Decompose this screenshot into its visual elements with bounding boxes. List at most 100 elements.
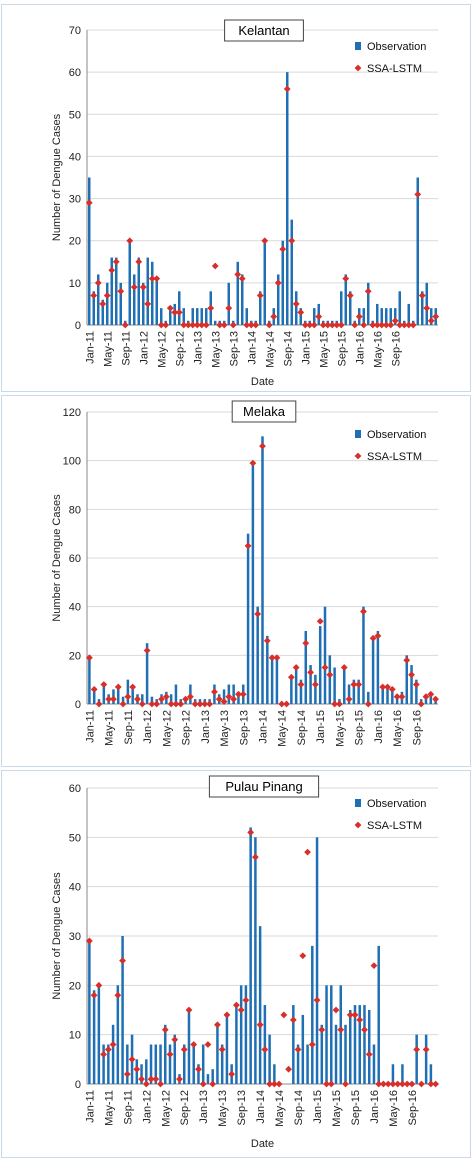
- observation-bar: [273, 1064, 276, 1084]
- observation-bar: [377, 945, 380, 1084]
- ssa-lstm-marker: [399, 1080, 406, 1088]
- ssa-lstm-marker: [153, 275, 161, 283]
- observation-bar: [92, 990, 96, 1084]
- ssa-lstm-marker: [234, 271, 242, 278]
- x-tick-label: May-15: [318, 331, 330, 368]
- observation-bar: [290, 219, 293, 325]
- y-tick-label: 0: [75, 1079, 81, 1091]
- pulau-pinang-chart: 0 10 20 30 40 50 60 Jan-11 May-11 Sep-11 Jan-12 May…: [51, 775, 440, 1150]
- ssa-lstm-marker: [391, 317, 399, 325]
- observation-bar: [126, 1044, 129, 1084]
- y-tick-label: 60: [69, 67, 81, 79]
- observation-bar: [225, 1014, 229, 1084]
- ssa-lstm-marker: [285, 1065, 292, 1073]
- y-tick-label: 50: [69, 832, 81, 844]
- legend-ssa-lstm-label: SSA-LSTM: [367, 451, 422, 463]
- ssa-lstm-marker: [110, 695, 117, 703]
- chart-title: Melaka: [243, 404, 286, 419]
- ssa-lstm-marker: [186, 693, 194, 701]
- x-tick-label: Jan-12: [138, 331, 150, 365]
- chart-title-box: [224, 19, 304, 42]
- ssa-lstm-marker: [256, 292, 264, 299]
- observation-bar: [150, 696, 154, 704]
- observation-bar: [376, 303, 379, 325]
- observation-bar: [111, 1024, 115, 1084]
- observation-bar: [313, 308, 316, 325]
- ssa-lstm-marker: [384, 1080, 392, 1088]
- ssa-lstm-marker: [251, 853, 259, 861]
- ssa-lstm-marker: [229, 321, 237, 329]
- observation-bar: [102, 684, 106, 704]
- observation-bar: [160, 308, 163, 325]
- x-tick-label: Sep-15: [354, 710, 366, 745]
- observation-bar: [220, 1044, 224, 1084]
- y-tick-label: 50: [69, 109, 81, 121]
- ssa-lstm-marker: [289, 1016, 297, 1024]
- observation-bar: [102, 1044, 105, 1084]
- ssa-lstm-marker: [247, 829, 255, 836]
- ssa-lstm-marker: [117, 287, 125, 295]
- ssa-lstm-marker: [280, 1011, 288, 1019]
- observation-bar: [299, 308, 302, 325]
- observation-bar: [88, 940, 91, 1084]
- ssa-lstm-marker: [378, 321, 386, 329]
- observation-bar: [358, 1005, 361, 1084]
- observation-bar: [211, 1069, 214, 1084]
- observation-bar: [275, 655, 279, 704]
- observation-bar: [126, 679, 130, 704]
- observation-bar: [429, 1064, 433, 1084]
- ssa-lstm-marker: [393, 693, 401, 701]
- observation-bar: [258, 926, 262, 1084]
- ssa-lstm-marker: [119, 700, 127, 708]
- observation-bar: [256, 606, 259, 704]
- x-tick-label: May-11: [104, 710, 116, 746]
- ssa-lstm-marker: [375, 1080, 383, 1088]
- x-tick-label: May-16: [388, 1090, 400, 1127]
- y-tick-label: 10: [69, 278, 81, 290]
- observation-bar: [259, 291, 262, 325]
- observation-bar: [362, 308, 365, 325]
- observation-bar: [235, 1005, 238, 1084]
- observation-bar: [151, 261, 154, 325]
- legend-ssa-lstm-label: SSA-LSTM: [367, 820, 422, 832]
- observation-bar: [301, 1014, 305, 1084]
- ssa-lstm-marker: [427, 690, 435, 698]
- observation-bar: [268, 1034, 271, 1084]
- observation-bar: [216, 1024, 219, 1084]
- observation-bar: [88, 177, 91, 325]
- x-tick-label: Jan-12: [141, 1090, 153, 1124]
- ssa-lstm-marker: [328, 321, 336, 329]
- ssa-lstm-marker: [228, 1070, 236, 1078]
- x-tick-label: Sep-14: [296, 710, 308, 745]
- y-tick-label: 60: [69, 553, 81, 565]
- ssa-lstm-marker: [408, 1080, 416, 1088]
- ssa-lstm-marker: [346, 292, 354, 299]
- x-tick-label: May-15: [331, 1090, 343, 1127]
- ssa-lstm-marker: [342, 1080, 349, 1088]
- observation-bar: [394, 308, 397, 325]
- observation-bar: [178, 291, 181, 325]
- x-tick-label: Sep-13: [228, 331, 240, 366]
- observation-bar: [296, 1044, 300, 1084]
- ssa-lstm-marker: [166, 304, 174, 312]
- ssa-lstm-marker: [153, 700, 161, 708]
- ssa-lstm-marker: [171, 1036, 179, 1043]
- y-tick-label: 30: [69, 931, 81, 943]
- observation-bar: [410, 665, 413, 704]
- ssa-lstm-marker: [243, 321, 251, 329]
- y-tick-label: 0: [75, 699, 81, 711]
- legend-observation-swatch: [355, 430, 361, 438]
- observation-bar: [367, 1010, 371, 1084]
- legend-observation-swatch: [355, 799, 361, 807]
- y-tick-label: 10: [69, 1030, 81, 1042]
- ssa-lstm-marker: [364, 700, 372, 708]
- x-tick-label: May-13: [210, 331, 222, 368]
- legend-observation-swatch: [355, 42, 361, 50]
- x-tick-label: Jan-14: [255, 1090, 267, 1124]
- ssa-lstm-marker: [283, 700, 290, 708]
- observation-bar: [415, 679, 418, 704]
- ssa-lstm-marker: [237, 1006, 245, 1014]
- observation-bar: [376, 631, 380, 704]
- observation-bar: [117, 684, 120, 704]
- y-tick-label: 40: [69, 602, 81, 614]
